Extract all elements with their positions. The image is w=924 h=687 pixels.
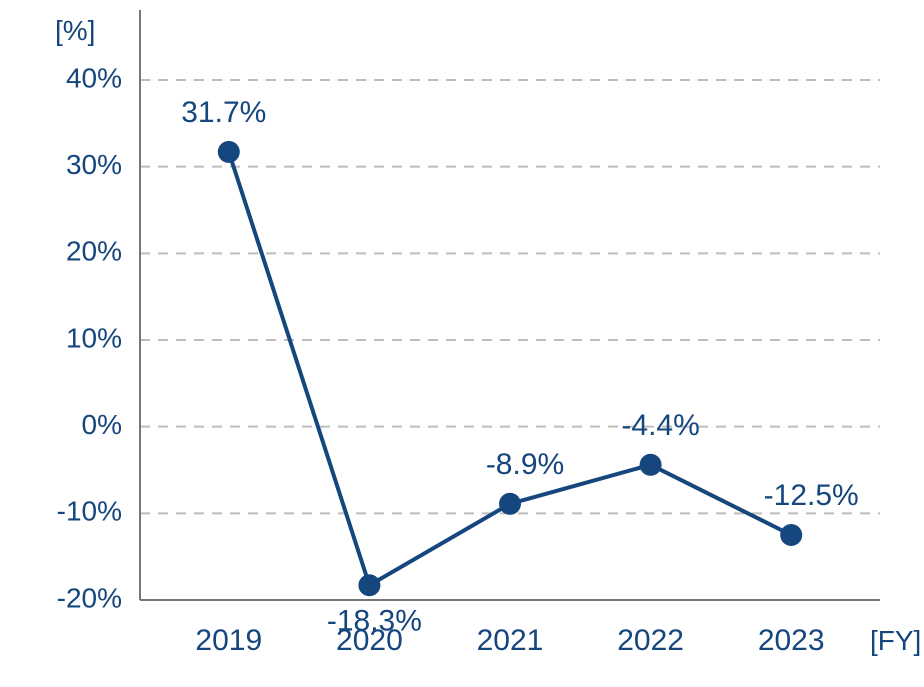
data-label: -12.5% — [764, 479, 859, 512]
y-tick-label: 30% — [66, 149, 122, 180]
y-tick-label: -20% — [57, 582, 122, 613]
y-tick-label: 20% — [66, 236, 122, 267]
x-tick-label: 2019 — [195, 624, 262, 657]
x-tick-label: 2022 — [617, 624, 684, 657]
x-tick-label: 2021 — [477, 624, 544, 657]
data-label: 31.7% — [181, 96, 266, 129]
line-chart: -20%-10%0%10%20%30%40%[%]201920202021202… — [0, 0, 924, 687]
y-tick-label: -10% — [57, 496, 122, 527]
data-label: -18.3% — [327, 604, 422, 637]
y-tick-label: 10% — [66, 322, 122, 353]
data-point — [640, 454, 662, 476]
data-point — [358, 574, 380, 596]
data-label: -8.9% — [486, 448, 564, 481]
y-tick-label: 40% — [66, 62, 122, 93]
x-tick-label: 2023 — [758, 624, 825, 657]
data-point — [780, 524, 802, 546]
y-tick-label: 0% — [82, 409, 122, 440]
x-axis-unit: [FY] — [870, 625, 921, 656]
data-point — [499, 493, 521, 515]
y-axis-unit: [%] — [55, 15, 95, 46]
chart-svg: -20%-10%0%10%20%30%40%[%]201920202021202… — [0, 0, 924, 687]
series-line — [229, 152, 791, 585]
data-point — [218, 141, 240, 163]
data-label: -4.4% — [621, 409, 699, 442]
